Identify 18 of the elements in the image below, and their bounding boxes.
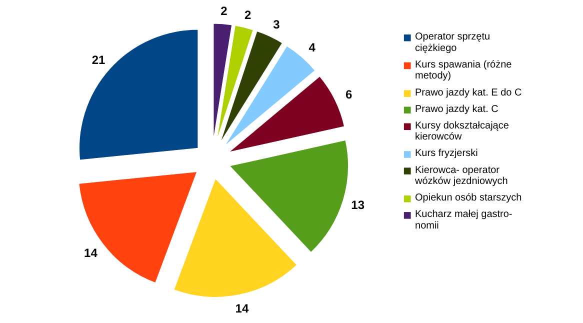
legend-label: Prawo jazdy kat. C xyxy=(415,104,498,115)
data-label: 4 xyxy=(308,40,316,54)
data-label: 2 xyxy=(220,4,228,18)
legend-label: Kucharz małej gastro-nomii xyxy=(415,209,512,232)
data-label: 3 xyxy=(273,18,280,32)
data-label: 13 xyxy=(351,198,365,212)
data-label: 21 xyxy=(92,53,106,68)
legend-label: Operator sprzętu ciężkiego xyxy=(415,32,490,54)
legend-label: Kurs fryzjerski xyxy=(415,148,478,160)
data-label: 14 xyxy=(235,302,249,316)
data-label: 6 xyxy=(346,88,353,102)
data-label: 2 xyxy=(244,8,252,22)
data-label: 14 xyxy=(84,246,98,260)
legend-label: Kursy dokształcające kierowców xyxy=(415,120,510,143)
legend-label: Opiekun osób starszych xyxy=(415,192,522,204)
legend-label: Kurs spawania (różne metody) xyxy=(415,59,512,82)
legend-label: Prawo jazdy kat. E do C xyxy=(415,87,522,98)
legend-label: Kierowca- operator wózków jezdniowych xyxy=(414,164,508,188)
